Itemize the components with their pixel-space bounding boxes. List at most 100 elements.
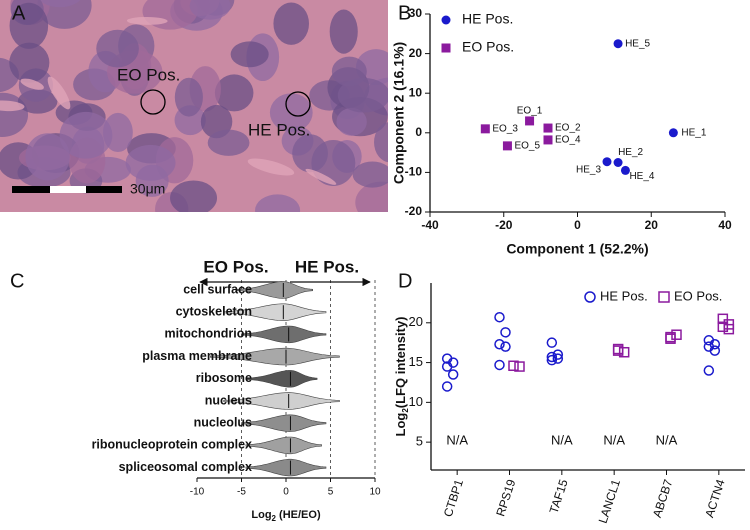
- x-axis-label: Log2 (HE/EO): [251, 509, 321, 523]
- cell: [170, 180, 218, 212]
- cell: [337, 77, 388, 113]
- scale-label: 30μm: [130, 181, 165, 197]
- point: [441, 381, 453, 392]
- x-tick-label: -40: [421, 218, 439, 232]
- violin: [241, 414, 327, 432]
- y-tick-label: 0: [415, 125, 422, 139]
- x-tick-label: LANCL1: [596, 477, 623, 525]
- violin: [245, 370, 318, 388]
- x-tick-label: 0: [574, 218, 581, 232]
- cell: [329, 9, 358, 54]
- x-axis-label-part: Log: [251, 509, 271, 521]
- point-label: HE_2: [618, 147, 643, 158]
- point: [447, 369, 459, 380]
- cell: [96, 29, 139, 68]
- violin: [241, 325, 327, 344]
- y-tick-label: -20: [405, 204, 423, 218]
- annotation: N/A: [603, 432, 625, 447]
- x-tick-label: TAF15: [547, 477, 571, 515]
- cell: [331, 56, 367, 87]
- cell: [9, 2, 49, 49]
- point: [613, 158, 623, 167]
- annotation: N/A: [446, 432, 468, 447]
- x-tick-label: 0: [283, 487, 289, 498]
- point-label: HE_5: [625, 38, 650, 49]
- cell: [336, 107, 367, 136]
- point: [500, 327, 511, 338]
- x-tick-label: -5: [237, 487, 246, 498]
- point: [618, 346, 630, 358]
- position-label: HE Pos.: [248, 120, 310, 139]
- violin: [210, 347, 340, 366]
- point: [514, 361, 525, 372]
- point: [494, 339, 505, 350]
- point: [494, 311, 505, 323]
- x-axis-label-part: (HE/EO): [276, 509, 321, 521]
- cell: [255, 194, 301, 212]
- annotation: N/A: [551, 432, 573, 447]
- panel-letter: B: [398, 2, 411, 24]
- y-tick-label: 20: [409, 46, 423, 60]
- legend-label: HE Pos.: [600, 288, 648, 303]
- header-label: EO Pos.: [203, 257, 268, 276]
- x-tick-label: 20: [645, 218, 659, 232]
- position-circle: [140, 89, 166, 115]
- point: [508, 360, 519, 372]
- legend-marker: [584, 291, 596, 303]
- point: [552, 349, 564, 360]
- violin: [223, 392, 340, 410]
- point: [494, 359, 505, 371]
- y-tick-label: 10: [409, 394, 423, 409]
- y-tick-label: 10: [409, 85, 423, 99]
- point: [543, 135, 553, 145]
- y-axis-label-part: Log: [393, 413, 408, 437]
- x-tick-label: -10: [190, 487, 205, 498]
- violin: [223, 303, 327, 321]
- point: [602, 157, 612, 167]
- x-tick-label: -20: [495, 218, 513, 232]
- histology-image: [0, 0, 388, 250]
- point-label: HE_4: [629, 171, 654, 182]
- category-label: spliceosomal complex: [119, 460, 252, 474]
- category-label: cell surface: [183, 282, 252, 296]
- cell: [25, 133, 70, 181]
- y-tick-label: 5: [416, 434, 423, 449]
- stroma: [130, 221, 151, 250]
- point: [480, 124, 490, 134]
- point: [500, 341, 511, 352]
- point: [525, 116, 535, 126]
- x-tick-label: RPS19: [493, 477, 518, 518]
- point: [613, 39, 623, 49]
- violin: [236, 281, 313, 299]
- legend-label: EO Pos.: [674, 288, 722, 303]
- legend-label: EO Pos.: [462, 39, 514, 55]
- category-label: ribonucleoprotein complex: [92, 438, 252, 452]
- annotation: N/A: [656, 432, 678, 447]
- panel-letter: A: [12, 2, 26, 24]
- stroma: [305, 168, 337, 185]
- category-label: ribosome: [196, 371, 252, 385]
- cell: [273, 2, 309, 45]
- y-tick-label: 15: [409, 354, 423, 369]
- cell: [135, 164, 169, 197]
- point: [717, 321, 729, 333]
- y-tick-label: -10: [405, 165, 423, 179]
- point: [703, 365, 715, 376]
- y-axis-label-part: (LFQ intensity): [393, 317, 408, 409]
- cell: [214, 74, 254, 112]
- violin: [245, 436, 322, 455]
- point: [546, 337, 558, 348]
- stroma: [0, 100, 25, 112]
- point: [612, 343, 624, 355]
- panel-letter: C: [10, 270, 24, 292]
- point: [552, 353, 564, 364]
- violin: [245, 458, 327, 477]
- point: [717, 313, 729, 325]
- cell: [9, 42, 50, 83]
- cell: [59, 111, 113, 159]
- point: [709, 339, 721, 350]
- legend-marker: [441, 15, 451, 25]
- panel-letter: D: [398, 270, 412, 292]
- x-tick-label: 10: [369, 487, 381, 498]
